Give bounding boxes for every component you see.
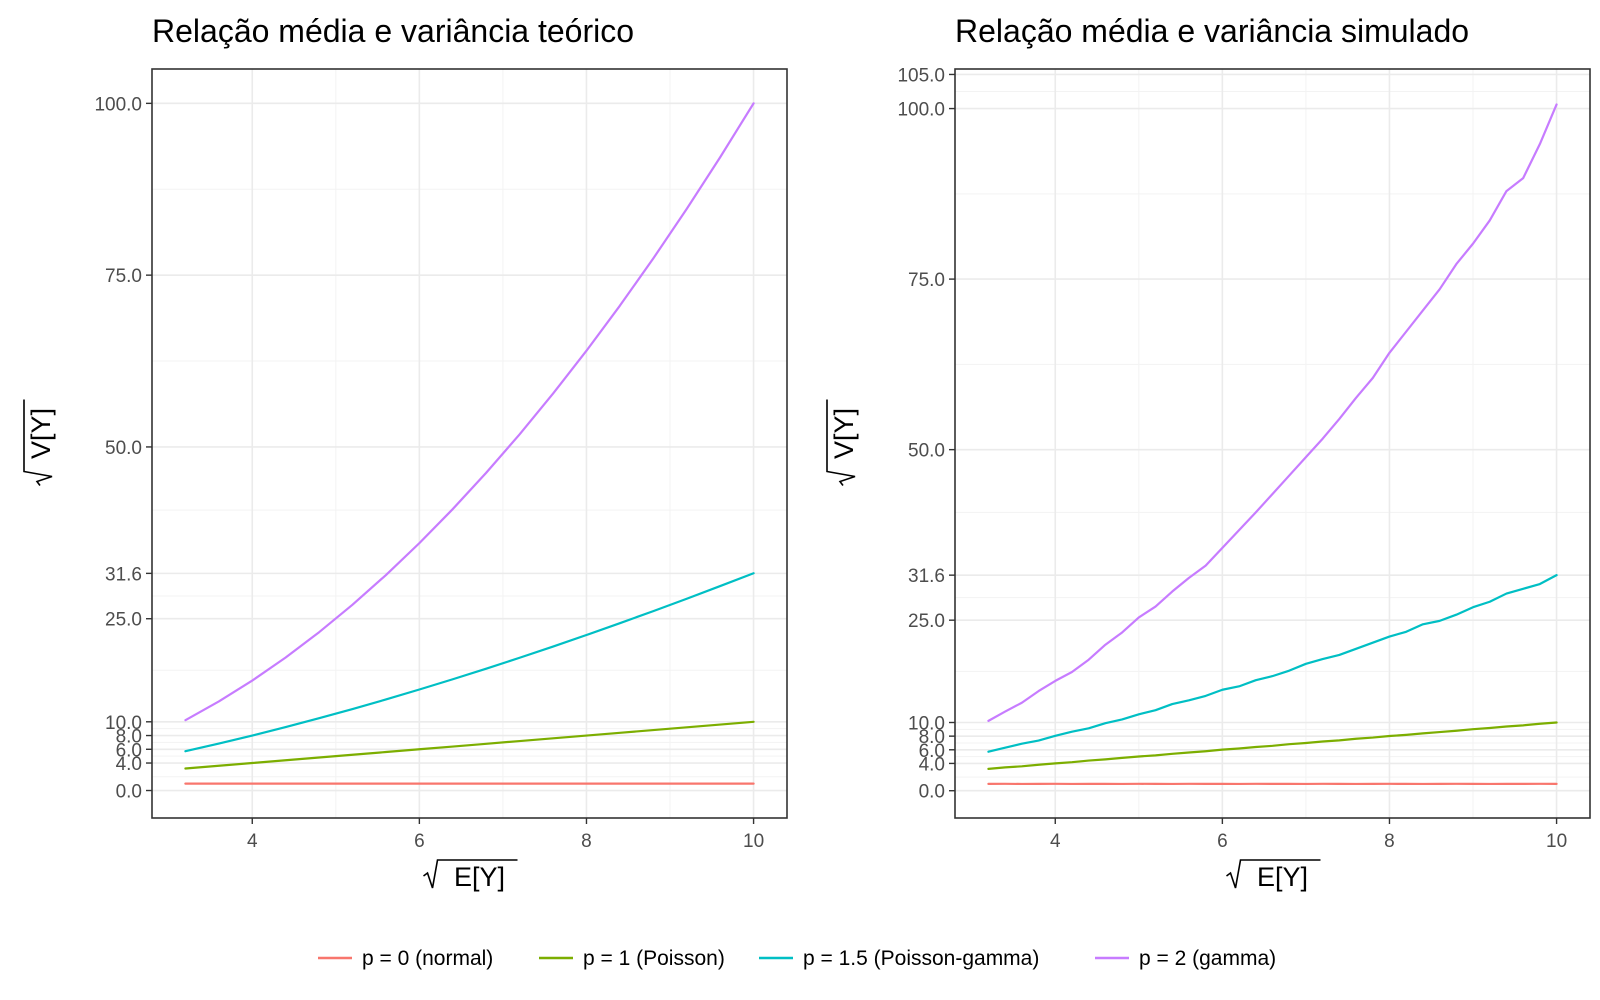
- y-tick-label: 0.0: [116, 782, 142, 803]
- y-tick-label: 25.0: [105, 610, 142, 631]
- series-line-1: [184, 720, 755, 770]
- y-tick-label: 4.0: [919, 754, 945, 775]
- y-tick-label: 50.0: [105, 438, 142, 459]
- y-tick-label: 100.0: [897, 100, 945, 121]
- y-tick-label: 4.0: [116, 754, 142, 775]
- y-tick-label: 6.0: [116, 740, 142, 761]
- legend-label-0: p = 0 (normal): [362, 947, 493, 970]
- x-axis-radical-sign: [423, 859, 518, 889]
- y-tick-label: 50.0: [908, 441, 945, 462]
- x-axis-label-group: E[Y]: [423, 859, 518, 892]
- x-axis-label: E[Y]: [454, 862, 505, 892]
- series-line-1: [987, 721, 1558, 770]
- series-line-3: [184, 102, 755, 722]
- y-axis-radical-sign: [23, 399, 53, 486]
- legend-label-3: p = 2 (gamma): [1139, 947, 1276, 970]
- plot-frame: [151, 68, 788, 819]
- x-axis-label: E[Y]: [1257, 862, 1308, 892]
- chart-title: Relação média e variância teórico: [152, 13, 634, 49]
- y-tick-label: 0.0: [919, 782, 945, 803]
- x-tick-label: 6: [414, 831, 425, 852]
- y-tick-label: 75.0: [908, 270, 945, 291]
- y-tick-label: 8.0: [116, 727, 142, 748]
- x-tick-label: 8: [1384, 831, 1395, 852]
- x-axis-radical-sign: [1226, 859, 1321, 889]
- series-line-2: [184, 572, 755, 753]
- x-tick-label: 10: [1546, 831, 1567, 852]
- x-tick-label: 8: [581, 831, 592, 852]
- y-tick-label: 31.6: [908, 566, 945, 587]
- series-line-3: [987, 103, 1558, 722]
- x-tick-label: 4: [247, 831, 258, 852]
- y-axis-label-group: V[Y]: [23, 399, 56, 486]
- y-axis-label: V[Y]: [26, 408, 56, 459]
- x-tick-label: 6: [1217, 831, 1228, 852]
- y-axis-label: V[Y]: [829, 408, 859, 459]
- x-axis-label-group: E[Y]: [1226, 859, 1321, 892]
- y-tick-label: 100.0: [94, 94, 142, 115]
- panel-theoretical: 4 6 8 100.04.06.08.010.025.031.650.075.0100…: [23, 13, 788, 892]
- y-axis-radical-sign: [826, 399, 856, 486]
- y-tick-label: 10.0: [908, 713, 945, 734]
- y-tick-label: 75.0: [105, 266, 142, 287]
- y-tick-label: 25.0: [908, 611, 945, 632]
- y-tick-label: 10.0: [105, 713, 142, 734]
- y-tick-label: 8.0: [919, 727, 945, 748]
- series-line-2: [987, 574, 1558, 753]
- y-tick-label: 31.6: [105, 564, 142, 585]
- panel-simulated: 4 6 8 100.04.06.08.010.025.031.650.075.0100…: [826, 13, 1591, 892]
- plot-frame: [954, 68, 1591, 819]
- chart-title: Relação média e variância simulado: [955, 13, 1469, 49]
- legend: p = 0 (normal) p = 1 (Poisson) p = 1.5 (Po…: [318, 947, 1276, 970]
- legend-label-2: p = 1.5 (Poisson-gamma): [803, 947, 1039, 970]
- y-axis-label-group: V[Y]: [826, 399, 859, 486]
- y-tick-label: 6.0: [919, 741, 945, 762]
- x-tick-label: 10: [743, 831, 764, 852]
- x-tick-label: 4: [1050, 831, 1061, 852]
- legend-label-1: p = 1 (Poisson): [583, 947, 725, 970]
- y-tick-label: 105.0: [897, 65, 945, 86]
